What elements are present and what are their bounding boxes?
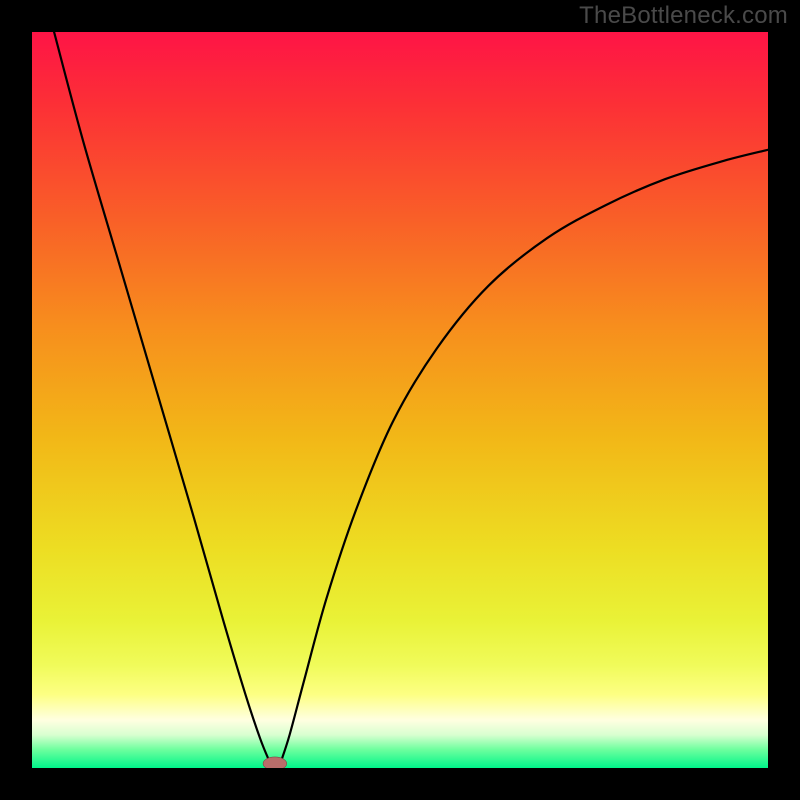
- chart-svg: [32, 32, 768, 768]
- chart-root: TheBottleneck.com: [0, 0, 800, 800]
- gradient-background: [32, 32, 768, 768]
- plot-area: [32, 32, 768, 768]
- minimum-marker: [263, 757, 287, 768]
- watermark-text: TheBottleneck.com: [579, 2, 788, 30]
